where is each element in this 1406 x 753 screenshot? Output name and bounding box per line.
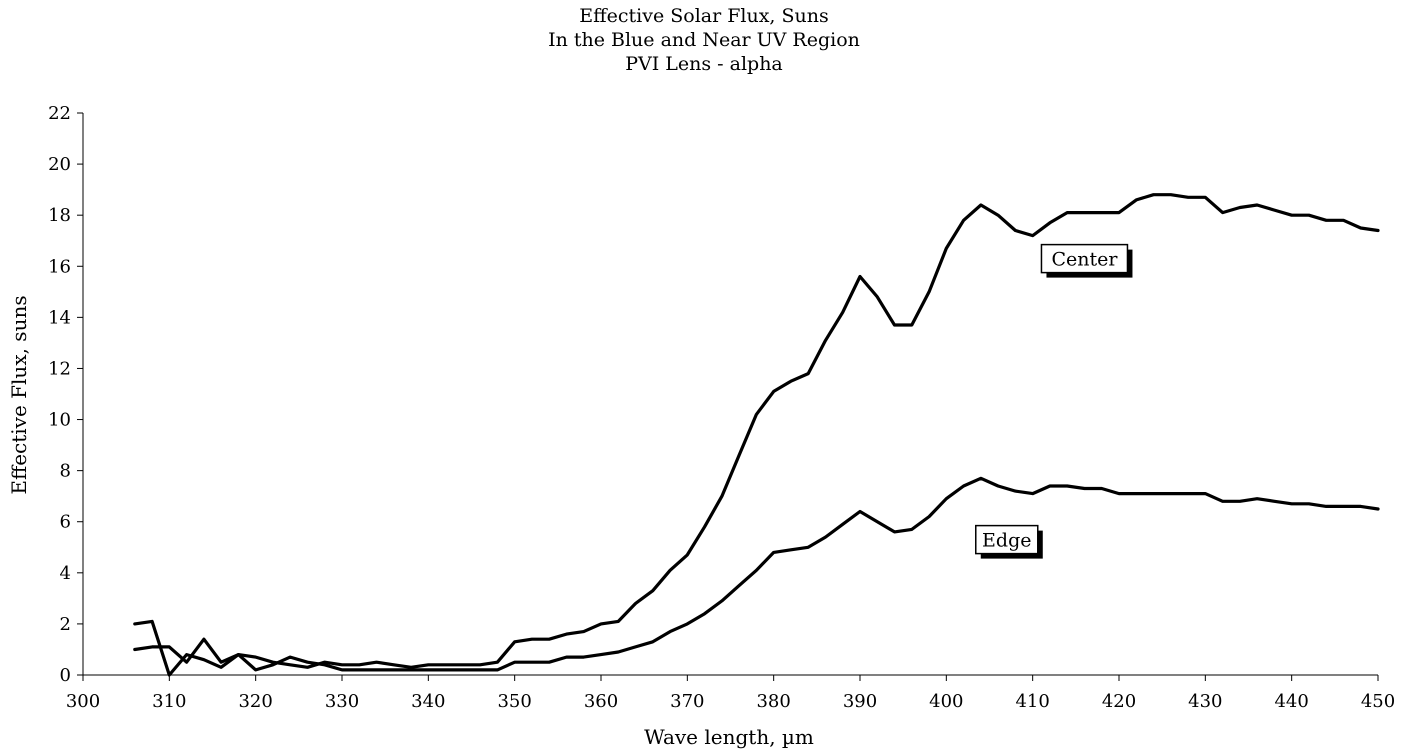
x-axis-label: Wave length, µm [644,725,814,749]
y-tick-label: 10 [48,410,71,431]
y-tick-label: 8 [60,461,71,482]
y-tick-label: 16 [48,256,71,277]
x-tick-label: 360 [584,691,618,712]
x-tick-label: 450 [1361,691,1395,712]
callout-label-edge: Edge [982,530,1031,552]
x-tick-label: 350 [497,691,531,712]
x-tick-label: 400 [929,691,963,712]
y-tick-label: 0 [60,665,71,686]
y-tick-label: 6 [60,512,71,533]
y-axis-label: Effective Flux, suns [7,295,31,494]
y-tick-label: 2 [60,614,71,635]
x-tick-label: 390 [843,691,877,712]
plot-area: 0 2 4 6 8 10 12 14 16 18 20 22 300 310 320 330 340 350 360… [48,103,1395,712]
y-tick-label: 14 [48,307,71,328]
x-tick-label: 380 [756,691,790,712]
series-line-center [133,193,1380,677]
chart-title-line-3: PVI Lens - alpha [625,53,783,75]
chart-title-line-2: In the Blue and Near UV Region [548,29,860,51]
y-tick-label: 4 [60,563,71,584]
x-tick-label: 310 [152,691,186,712]
chart-title-line-1: Effective Solar Flux, Suns [579,5,829,27]
x-tick-label: 330 [325,691,359,712]
callout-box [975,524,1039,555]
x-tick-label: 440 [1274,691,1308,712]
x-tick-label: 430 [1188,691,1222,712]
y-tick-label: 20 [48,154,71,175]
x-tick-label: 320 [238,691,272,712]
callout-box [1040,243,1129,274]
x-tick-label: 340 [411,691,445,712]
y-tick-label: 18 [48,205,71,226]
x-tick-label: 300 [66,691,100,712]
x-tick-label: 410 [1015,691,1049,712]
x-tick-label: 370 [670,691,704,712]
x-tick-label: 420 [1102,691,1136,712]
y-tick-label: 22 [48,103,71,124]
series-line-edge [133,476,1380,672]
y-tick-label: 12 [48,358,71,379]
callout-label-center: Center [1051,249,1118,271]
chart-title: Effective Solar Flux, Suns In the Blue a… [548,5,860,75]
